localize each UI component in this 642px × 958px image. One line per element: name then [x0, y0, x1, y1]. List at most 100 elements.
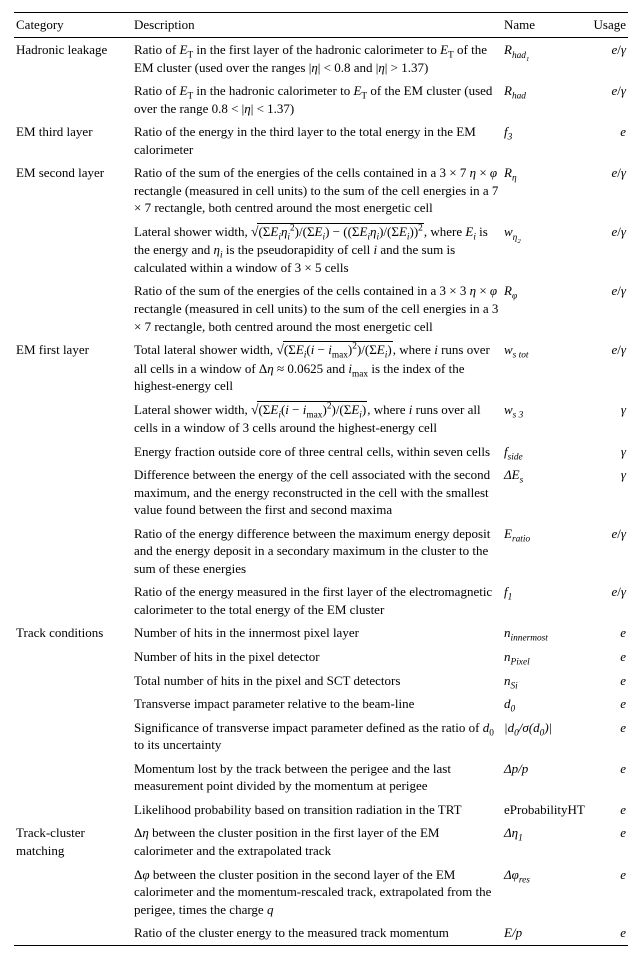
cell-usage: e [588, 645, 628, 669]
cell-usage: e [588, 863, 628, 922]
table-row: Energy fraction outside core of three ce… [14, 440, 628, 464]
cell-name: nPixel [502, 645, 588, 669]
table-row: Ratio of the cluster energy to the measu… [14, 921, 628, 945]
cell-name: Δp/p [502, 757, 588, 798]
cell-category [14, 757, 132, 798]
cell-usage: γ [588, 440, 628, 464]
cell-usage: e [588, 921, 628, 945]
cell-description: Likelihood probability based on transiti… [132, 798, 502, 822]
cell-name: Rη [502, 161, 588, 220]
cell-usage: e [588, 716, 628, 757]
variables-table: Category Description Name Usage Hadronic… [14, 12, 628, 946]
cell-usage: e/γ [588, 580, 628, 621]
cell-category [14, 645, 132, 669]
table-row: Total number of hits in the pixel and SC… [14, 669, 628, 693]
cell-category [14, 580, 132, 621]
cell-category: EM third layer [14, 120, 132, 161]
cell-description: Δη between the cluster position in the f… [132, 821, 502, 862]
cell-category: Track-cluster matching [14, 821, 132, 862]
cell-usage: e [588, 120, 628, 161]
cell-description: Lateral shower width, (ΣEi(i − imax)2)/(… [132, 398, 502, 440]
cell-description: Lateral shower width, (ΣEiηi2)/(ΣEi) − (… [132, 220, 502, 280]
cell-category: EM second layer [14, 161, 132, 220]
cell-description: Number of hits in the pixel detector [132, 645, 502, 669]
table-row: Transverse impact parameter relative to … [14, 692, 628, 716]
cell-name: Δφres [502, 863, 588, 922]
cell-category [14, 220, 132, 280]
table-row: Number of hits in the pixel detectornPix… [14, 645, 628, 669]
cell-category [14, 716, 132, 757]
cell-usage: e/γ [588, 279, 628, 338]
cell-name: f3 [502, 120, 588, 161]
cell-name: fside [502, 440, 588, 464]
cell-description: Ratio of the cluster energy to the measu… [132, 921, 502, 945]
table-row: EM first layerTotal lateral shower width… [14, 338, 628, 398]
cell-name: d0 [502, 692, 588, 716]
cell-usage: e/γ [588, 38, 628, 80]
cell-category [14, 921, 132, 945]
col-header-description: Description [132, 13, 502, 38]
cell-category [14, 669, 132, 693]
cell-name: E/p [502, 921, 588, 945]
table-row: Track-cluster matchingΔη between the clu… [14, 821, 628, 862]
cell-category [14, 863, 132, 922]
cell-name: nSi [502, 669, 588, 693]
cell-usage: e/γ [588, 161, 628, 220]
table-row: Δφ between the cluster position in the s… [14, 863, 628, 922]
cell-usage: e [588, 757, 628, 798]
col-header-usage: Usage [588, 13, 628, 38]
table-row: EM second layerRatio of the sum of the e… [14, 161, 628, 220]
col-header-category: Category [14, 13, 132, 38]
cell-usage: e [588, 692, 628, 716]
cell-category [14, 798, 132, 822]
cell-name: Rhad [502, 79, 588, 120]
cell-name: Δη1 [502, 821, 588, 862]
cell-description: Total lateral shower width, (ΣEi(i − ima… [132, 338, 502, 398]
cell-usage: e [588, 798, 628, 822]
cell-name: ΔEs [502, 463, 588, 522]
cell-usage: e [588, 821, 628, 862]
cell-description: Difference between the energy of the cel… [132, 463, 502, 522]
cell-description: Ratio of the sum of the energies of the … [132, 279, 502, 338]
cell-category [14, 522, 132, 581]
table-row: Momentum lost by the track between the p… [14, 757, 628, 798]
table-row: Likelihood probability based on transiti… [14, 798, 628, 822]
table-row: Ratio of the sum of the energies of the … [14, 279, 628, 338]
cell-category [14, 279, 132, 338]
cell-description: Number of hits in the innermost pixel la… [132, 621, 502, 645]
cell-description: Ratio of the energy in the third layer t… [132, 120, 502, 161]
cell-description: Δφ between the cluster position in the s… [132, 863, 502, 922]
table-row: Ratio of ET in the hadronic calorimeter … [14, 79, 628, 120]
table-body: Hadronic leakageRatio of ET in the first… [14, 38, 628, 946]
cell-name: Eratio [502, 522, 588, 581]
cell-description: Ratio of ET in the first layer of the ha… [132, 38, 502, 80]
table-row: Significance of transverse impact parame… [14, 716, 628, 757]
table-row: Track conditionsNumber of hits in the in… [14, 621, 628, 645]
cell-description: Momentum lost by the track between the p… [132, 757, 502, 798]
cell-category [14, 79, 132, 120]
cell-name: ninnermost [502, 621, 588, 645]
cell-category [14, 463, 132, 522]
cell-usage: e/γ [588, 79, 628, 120]
cell-usage: e/γ [588, 338, 628, 398]
cell-name: eProbabilityHT [502, 798, 588, 822]
table-row: Ratio of the energy measured in the firs… [14, 580, 628, 621]
cell-name: ws tot [502, 338, 588, 398]
cell-usage: e [588, 669, 628, 693]
table-header-row: Category Description Name Usage [14, 13, 628, 38]
cell-usage: γ [588, 463, 628, 522]
table-row: Lateral shower width, (ΣEiηi2)/(ΣEi) − (… [14, 220, 628, 280]
table-row: EM third layerRatio of the energy in the… [14, 120, 628, 161]
cell-name: ws 3 [502, 398, 588, 440]
cell-description: Ratio of the energy difference between t… [132, 522, 502, 581]
cell-description: Total number of hits in the pixel and SC… [132, 669, 502, 693]
table-row: Hadronic leakageRatio of ET in the first… [14, 38, 628, 80]
cell-category: Track conditions [14, 621, 132, 645]
cell-description: Ratio of ET in the hadronic calorimeter … [132, 79, 502, 120]
cell-usage: γ [588, 398, 628, 440]
cell-description: Transverse impact parameter relative to … [132, 692, 502, 716]
cell-name: f1 [502, 580, 588, 621]
table-row: Difference between the energy of the cel… [14, 463, 628, 522]
cell-category [14, 398, 132, 440]
cell-usage: e [588, 621, 628, 645]
